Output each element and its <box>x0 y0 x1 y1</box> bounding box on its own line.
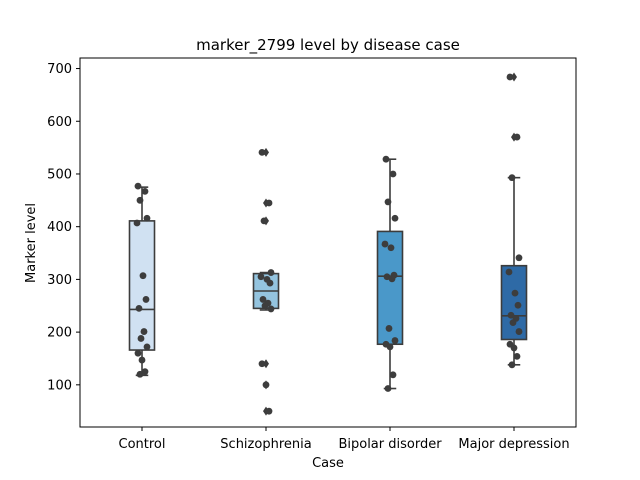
data-point <box>265 407 273 415</box>
data-point <box>137 335 145 342</box>
y-tick-label: 500 <box>47 167 72 182</box>
data-point <box>386 343 394 351</box>
box-1 <box>128 186 156 377</box>
data-point <box>143 343 151 351</box>
data-point <box>508 174 516 182</box>
data-point <box>133 219 141 227</box>
data-point <box>513 133 521 141</box>
y-tick-label: 700 <box>47 62 72 77</box>
data-point <box>389 170 397 178</box>
data-point <box>136 370 144 378</box>
y-tick-label: 300 <box>47 273 72 288</box>
data-point <box>267 305 275 313</box>
boxes-group <box>128 72 528 416</box>
data-point <box>391 214 399 222</box>
data-point <box>258 148 266 156</box>
x-tick-label: Major depression <box>458 437 569 452</box>
box-iqr <box>128 220 156 351</box>
data-point <box>261 302 269 310</box>
data-point <box>515 328 523 335</box>
data-point <box>514 301 522 309</box>
data-points-group <box>133 73 523 415</box>
y-tick-label: 600 <box>47 115 72 130</box>
y-axis-label: Marker level <box>24 203 39 283</box>
data-point <box>509 319 517 327</box>
plot-frame <box>79 57 577 428</box>
data-point <box>389 371 397 379</box>
x-tick-label: Control <box>119 437 166 452</box>
data-point <box>513 352 521 360</box>
data-point <box>134 182 142 190</box>
data-point <box>257 273 265 281</box>
data-point <box>141 368 149 376</box>
data-point <box>140 328 148 335</box>
data-point <box>506 73 514 81</box>
data-point <box>260 217 268 225</box>
data-point <box>381 240 389 248</box>
data-point <box>267 269 275 276</box>
data-point <box>391 337 399 344</box>
data-point <box>262 381 270 389</box>
data-point <box>142 296 150 303</box>
data-point <box>508 361 516 369</box>
data-point <box>134 349 142 357</box>
data-point <box>143 214 151 222</box>
data-point <box>258 360 266 368</box>
axes-group: 100 200 300 400 500 600 700 Control Schizophreni… <box>47 57 577 452</box>
data-point <box>138 356 146 364</box>
y-tick-label: 200 <box>47 326 72 341</box>
box-3 <box>376 158 404 390</box>
data-point <box>505 268 513 276</box>
y-tick-label: 100 <box>47 378 72 393</box>
data-point <box>388 275 396 283</box>
data-point <box>259 296 267 303</box>
x-tick-label: Bipolar disorder <box>338 437 442 452</box>
data-point <box>515 254 523 262</box>
data-point <box>384 385 392 392</box>
box-iqr <box>500 264 528 341</box>
data-point <box>507 311 515 319</box>
data-point <box>385 325 393 332</box>
data-point <box>266 279 274 287</box>
data-point <box>510 344 518 352</box>
data-point <box>384 198 392 206</box>
data-point <box>141 187 149 195</box>
data-point <box>387 244 395 252</box>
x-tick-label: Schizophrenia <box>220 437 311 452</box>
x-axis-label: Case <box>312 456 344 471</box>
data-point <box>511 289 519 297</box>
data-point <box>382 155 390 163</box>
data-point <box>139 272 147 280</box>
data-point <box>265 199 273 207</box>
data-point <box>135 304 143 312</box>
data-point <box>136 196 144 204</box>
chart-title: marker_2799 level by disease case <box>196 36 460 55</box>
y-tick-label: 400 <box>47 220 72 235</box>
